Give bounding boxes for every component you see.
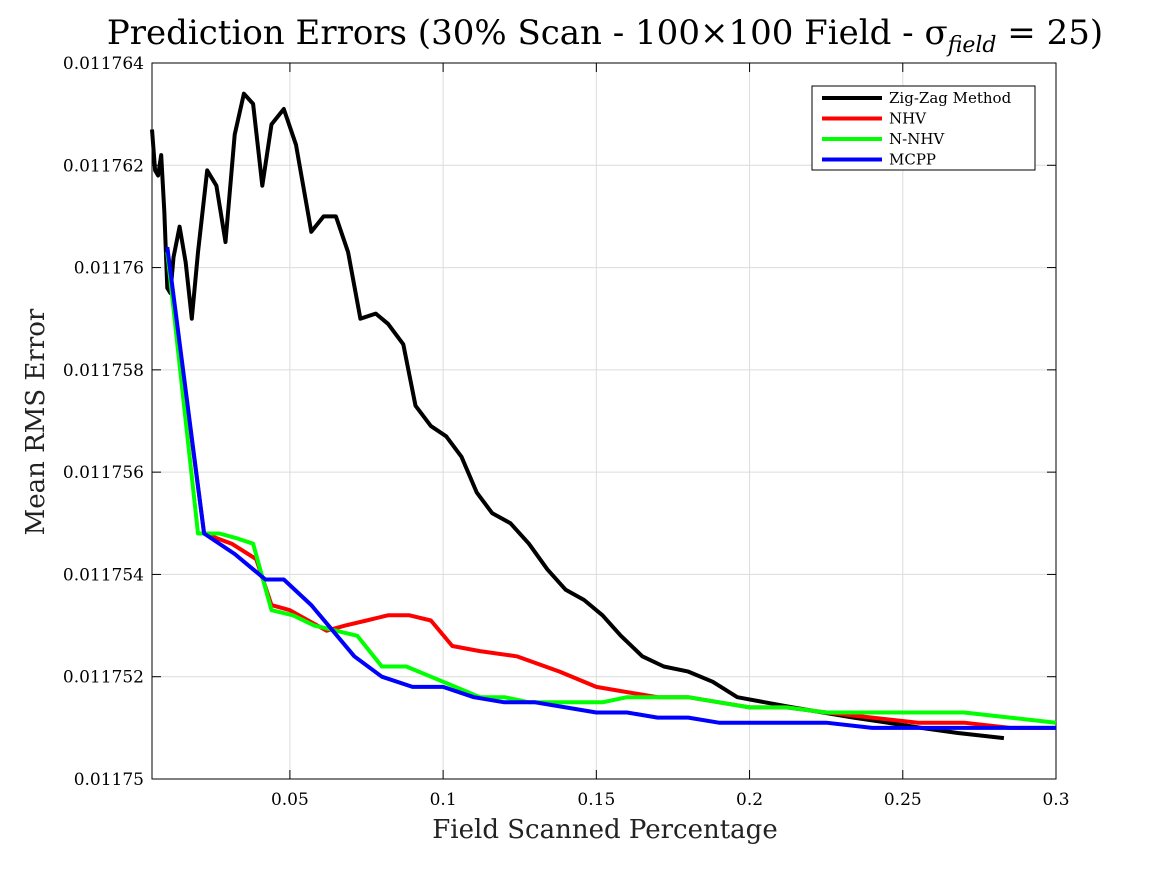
x-tick-label: 0.25 bbox=[884, 790, 922, 810]
axis-ticks: 0.05 0.1 0.15 0.2 0.25 0.3 0.01175 0.011752 0.01… bbox=[63, 54, 1070, 810]
y-tick-label: 0.01176 bbox=[74, 259, 144, 279]
chart-title-subscript: field bbox=[946, 33, 997, 58]
legend-label: Zig-Zag Method bbox=[889, 89, 1012, 107]
x-tick-label: 0.1 bbox=[430, 790, 457, 810]
legend-label: NHV bbox=[889, 110, 927, 128]
y-tick-label: 0.011762 bbox=[63, 156, 144, 176]
chart-title: Prediction Errors (30% Scan - 100×100 Fi… bbox=[107, 13, 1103, 58]
series-line-zig-zag-method bbox=[150, 91, 1005, 741]
legend-label: MCPP bbox=[889, 151, 936, 169]
y-tick-label: 0.011752 bbox=[63, 668, 144, 688]
plot-area bbox=[151, 62, 1057, 780]
x-tick-label: 0.05 bbox=[271, 790, 309, 810]
y-axis-label: Mean RMS Error bbox=[21, 308, 51, 535]
series-line-nhv bbox=[165, 251, 1056, 730]
legend: Zig-Zag Method NHV N-NHV MCPP bbox=[811, 85, 1036, 171]
y-tick-label: 0.01175 bbox=[74, 770, 144, 790]
y-tick-label: 0.011758 bbox=[63, 361, 144, 381]
y-tick-label: 0.011754 bbox=[63, 565, 144, 585]
series-line-mcpp bbox=[165, 246, 1056, 730]
series-lines bbox=[150, 91, 1057, 741]
x-tick-label: 0.2 bbox=[736, 790, 763, 810]
x-tick-label: 0.15 bbox=[577, 790, 615, 810]
y-tick-label: 0.011764 bbox=[63, 54, 144, 74]
x-tick-label: 0.3 bbox=[1042, 790, 1069, 810]
legend-label: N-NHV bbox=[889, 130, 945, 148]
chart-title-tail: = 25) bbox=[997, 13, 1104, 53]
x-axis-label: Field Scanned Percentage bbox=[432, 815, 777, 845]
y-tick-label: 0.011756 bbox=[63, 463, 144, 483]
series-line-n-nhv bbox=[165, 251, 1057, 725]
